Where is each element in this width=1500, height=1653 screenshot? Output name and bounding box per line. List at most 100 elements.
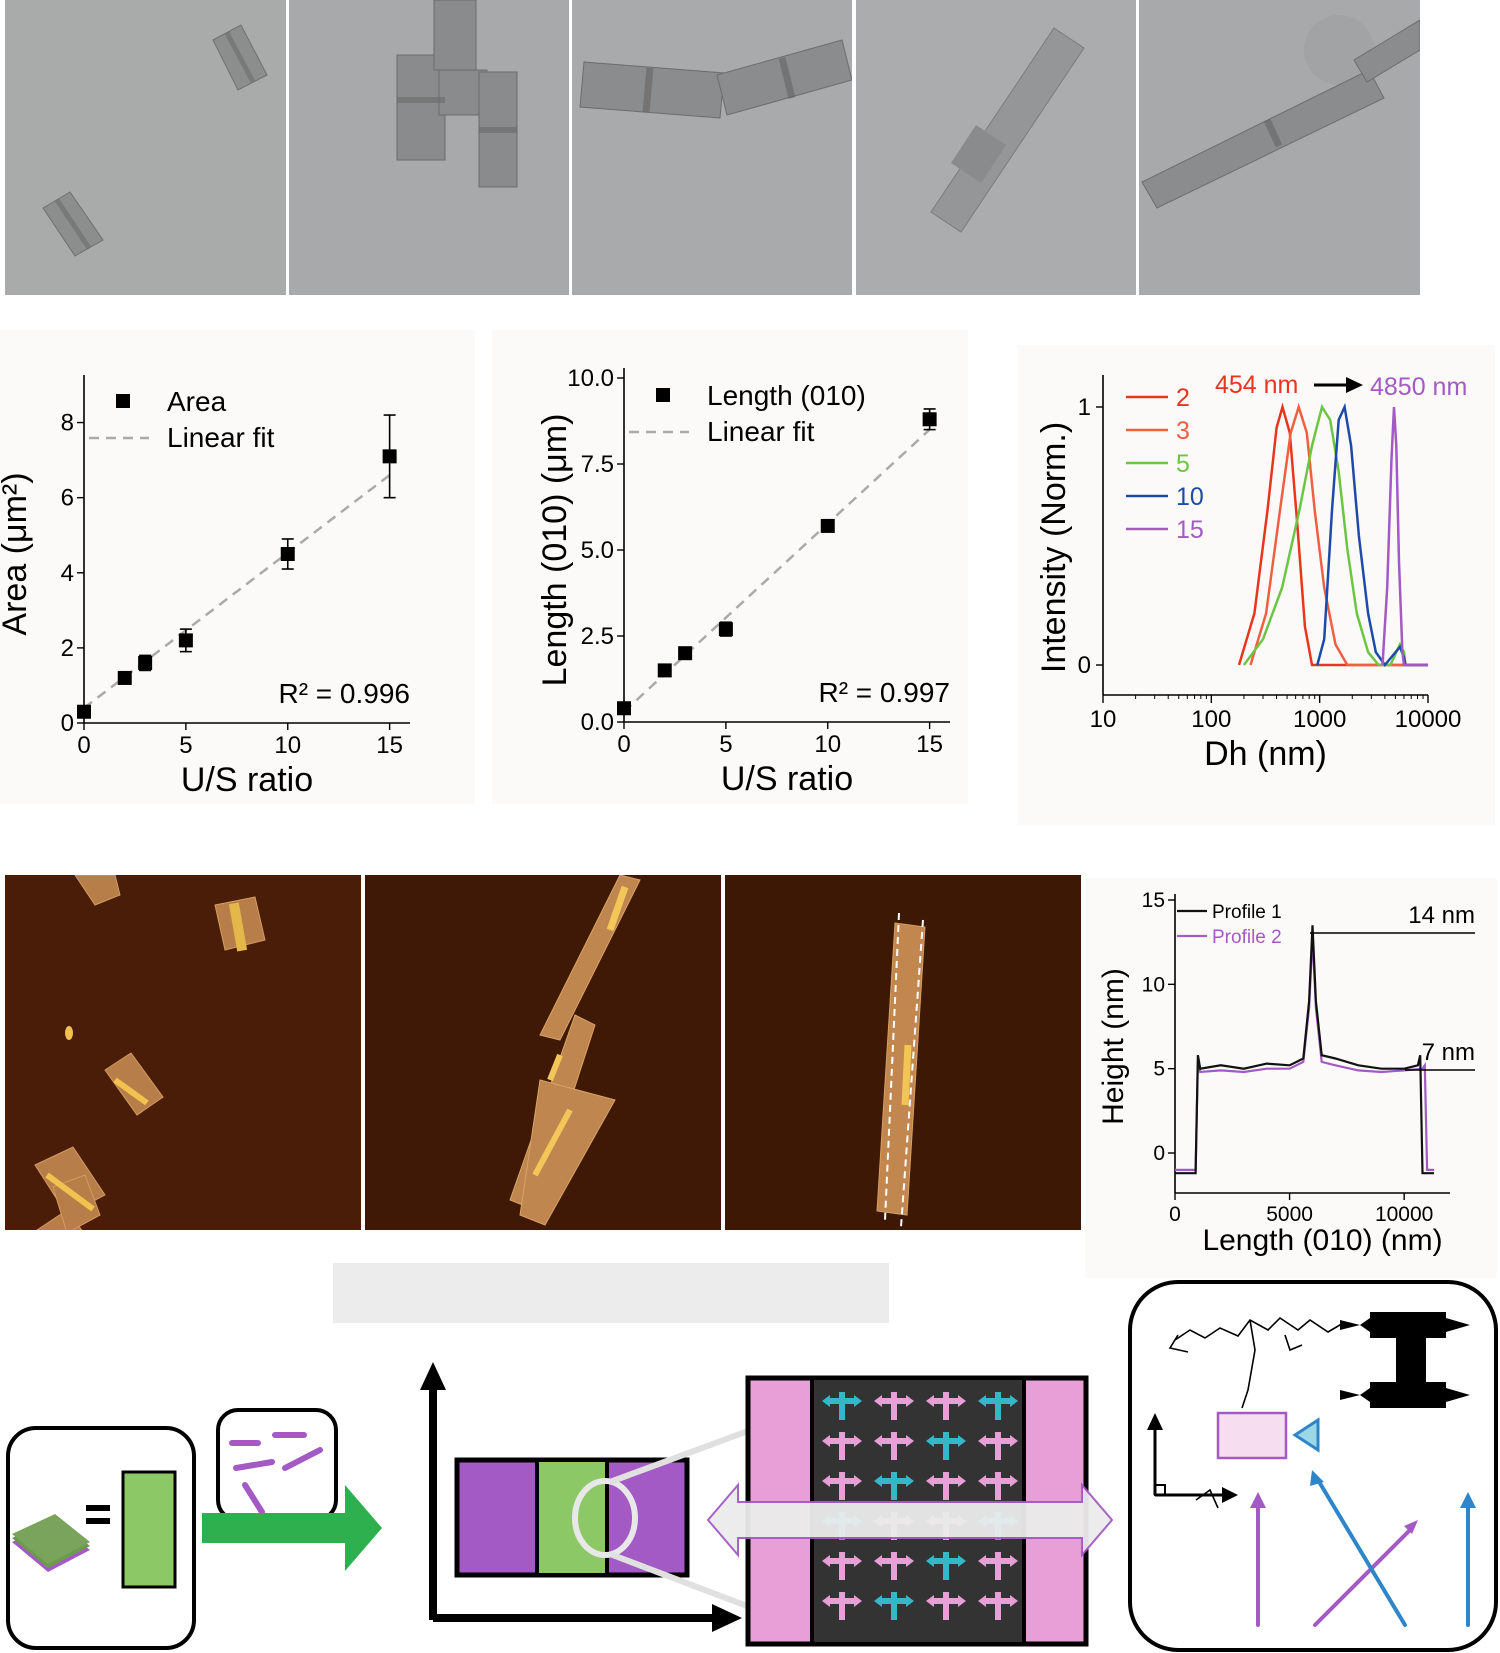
- data-point: [617, 701, 631, 716]
- legend-label: 15: [1176, 516, 1204, 544]
- afm-image-3: [725, 875, 1081, 1230]
- x-tick-label: 10: [274, 732, 301, 759]
- lattice-triangle: [958, 1595, 966, 1607]
- lattice-triangle: [978, 1555, 986, 1567]
- y-axis-label: Length (010) (μm): [536, 414, 574, 687]
- data-point: [117, 670, 132, 685]
- lattice-stem: [943, 1552, 949, 1580]
- data-point: [280, 547, 295, 561]
- lattice-stem: [891, 1592, 897, 1620]
- length-plot-panel: 0 5 10 15 0.0 2.5 5.0 7.5 10.0 U/S ratio Length (0…: [492, 330, 968, 804]
- lattice-triangle: [854, 1555, 862, 1567]
- lattice-triangle: [958, 1435, 966, 1447]
- data-point: [678, 646, 693, 661]
- height-profile-panel: 0 5000 10000 0 5 10 15 Length (010) (nm) Height …: [1085, 878, 1497, 1278]
- rods-box: [216, 1408, 338, 1522]
- lattice-triangle: [874, 1475, 882, 1487]
- series-line: [1249, 402, 1428, 667]
- legend-label: Profile 1: [1212, 902, 1282, 923]
- y-tick-label: 5.0: [581, 537, 614, 564]
- y-axis-label: Area (μm²): [0, 472, 34, 635]
- lattice-stem: [995, 1592, 1001, 1620]
- x-tick-label: 0: [617, 731, 630, 758]
- r-squared-annotation: R² = 0.996: [278, 678, 410, 709]
- tem-image-2: [289, 0, 569, 295]
- y-tick-label: 2.5: [581, 623, 614, 650]
- x-axis-label: U/S ratio: [181, 761, 313, 799]
- tem-image-1: [5, 0, 286, 295]
- afm-image-1: [5, 875, 361, 1230]
- x-tick-label: 15: [376, 732, 403, 759]
- y-tick-label: 0: [1078, 652, 1091, 679]
- legend-marker: [116, 394, 130, 408]
- lattice-stem: [839, 1592, 845, 1620]
- legend-label: Linear fit: [167, 422, 275, 453]
- lattice-triangle: [874, 1555, 882, 1567]
- x-tick-label: 10: [814, 731, 841, 758]
- lattice-stem: [943, 1472, 949, 1500]
- lattice-triangle: [822, 1475, 830, 1487]
- x-tick-label: 10000: [1395, 706, 1462, 733]
- y-tick-label: 10: [1142, 973, 1165, 996]
- length-vs-ratio-chart: 0 5 10 15 0.0 2.5 5.0 7.5 10.0 U/S ratio Length (0…: [536, 365, 950, 798]
- afm-image-2: [365, 875, 721, 1230]
- x-tick-label: 10000: [1375, 1203, 1433, 1226]
- x-tick-label: 5: [719, 731, 732, 758]
- area-plot-panel: 0 5 10 15 0 2 4 6 8 U/S ratio Area (μm²) Area Linear…: [0, 330, 475, 804]
- lattice-triangle: [854, 1595, 862, 1607]
- y-tick-label: 10.0: [567, 365, 614, 392]
- data-point: [718, 622, 733, 637]
- assembly-schematic: [6, 1280, 1498, 1652]
- lattice-stem: [839, 1472, 845, 1500]
- lattice-stem: [891, 1472, 897, 1500]
- lattice-triangle: [978, 1395, 986, 1407]
- lattice-stem: [839, 1392, 845, 1420]
- lattice-triangle: [822, 1435, 830, 1447]
- lattice-triangle: [854, 1475, 862, 1487]
- lattice-triangle: [1010, 1395, 1018, 1407]
- y-tick-label: 15: [1142, 889, 1165, 912]
- tem-image-5: [1139, 0, 1420, 295]
- lattice-stem: [995, 1392, 1001, 1420]
- lattice-triangle: [926, 1395, 934, 1407]
- x-tick-label: 0: [1169, 1203, 1181, 1226]
- height-annotation: 7 nm: [1422, 1039, 1475, 1066]
- lattice-triangle: [1010, 1475, 1018, 1487]
- x-tick-label: 0: [77, 732, 90, 759]
- series-line: [1237, 402, 1428, 667]
- lattice-triangle: [926, 1555, 934, 1567]
- lattice-triangle: [906, 1395, 914, 1407]
- series-line: [1381, 406, 1428, 667]
- lattice-triangle: [854, 1395, 862, 1407]
- lattice-triangle: [978, 1475, 986, 1487]
- x-tick-label: 100: [1191, 706, 1231, 733]
- lattice-stem: [995, 1472, 1001, 1500]
- legend-label: Length (010): [707, 380, 866, 411]
- x-tick-label: 1000: [1293, 706, 1346, 733]
- legend-label: 3: [1176, 417, 1190, 445]
- dls-plot-panel: 10 100 1000 10000 0 1 Dh (nm) Intensity (Norm.)…: [1018, 345, 1495, 825]
- lattice-triangle: [906, 1435, 914, 1447]
- x-axis-label: Length (010) (nm): [1202, 1224, 1442, 1257]
- caption-placeholder: [333, 1263, 889, 1323]
- linear-fit-line: [83, 474, 391, 709]
- green-arrow: [202, 1485, 382, 1571]
- legend-label: Profile 2: [1212, 927, 1282, 948]
- tem-image-3: [572, 0, 852, 295]
- lattice-triangle: [926, 1475, 934, 1487]
- y-tick-label: 7.5: [581, 451, 614, 478]
- profile-line: [1175, 925, 1434, 1175]
- lattice-triangle: [1010, 1595, 1018, 1607]
- lattice-stem: [943, 1432, 949, 1460]
- legend-label: Linear fit: [707, 416, 815, 447]
- x-tick-label: 5000: [1266, 1203, 1313, 1226]
- peak-annotation: 454 nm: [1215, 371, 1298, 399]
- lattice-triangle: [958, 1395, 966, 1407]
- data-point: [922, 412, 937, 427]
- lattice-stem: [839, 1552, 845, 1580]
- x-axis-label: U/S ratio: [721, 760, 853, 798]
- y-tick-label: 5: [1153, 1058, 1165, 1081]
- shift-arrow-head: [1346, 377, 1363, 393]
- dls-intensity-chart: 10 100 1000 10000 0 1 Dh (nm) Intensity (Norm.)…: [1035, 371, 1467, 773]
- r-squared-annotation: R² = 0.997: [818, 677, 950, 708]
